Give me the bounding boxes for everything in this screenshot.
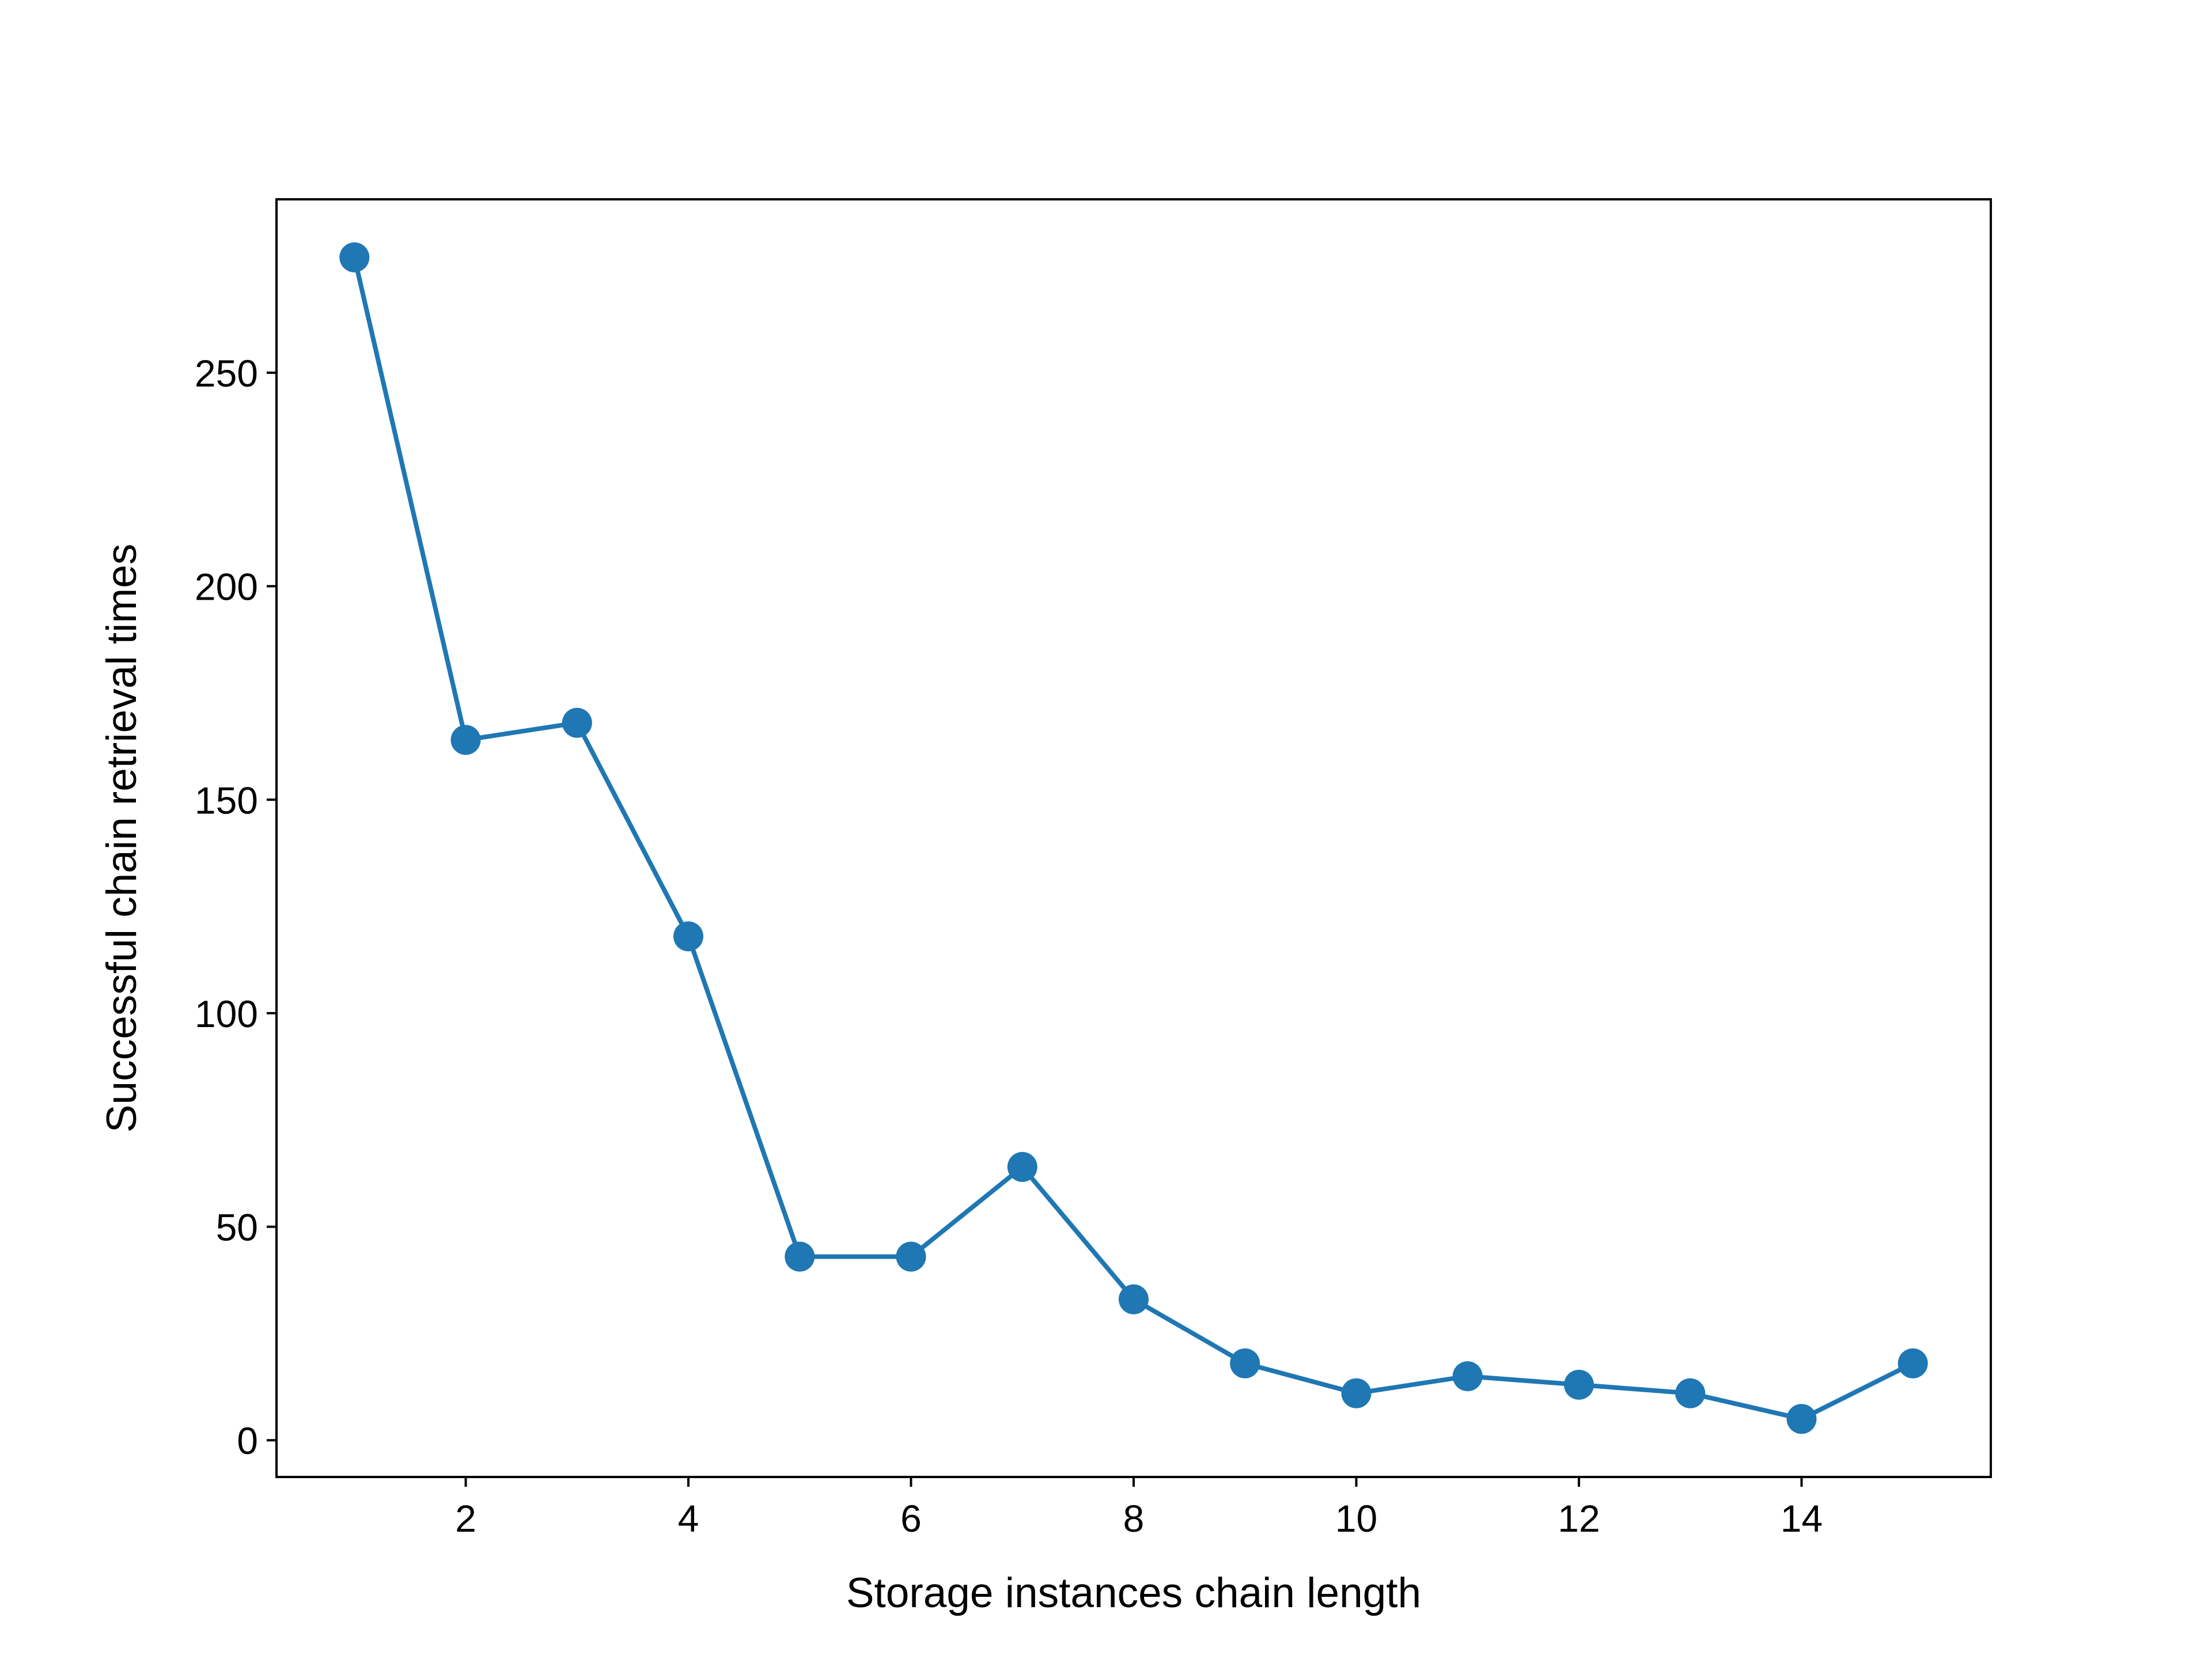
data-point — [1564, 1369, 1594, 1400]
x-tick-label: 8 — [1123, 1497, 1145, 1540]
data-point — [1007, 1152, 1037, 1182]
x-tick-label: 12 — [1558, 1497, 1600, 1540]
y-tick-label: 100 — [195, 993, 258, 1035]
data-point — [673, 921, 703, 952]
y-tick-label: 250 — [195, 352, 258, 395]
data-point — [785, 1241, 815, 1272]
y-tick-label: 0 — [237, 1419, 258, 1462]
y-tick-label: 150 — [195, 779, 258, 821]
data-point — [1675, 1378, 1706, 1408]
x-tick-label: 6 — [900, 1497, 922, 1540]
data-point — [450, 725, 481, 755]
data-point — [1452, 1361, 1483, 1392]
plot-layer — [339, 242, 1928, 1434]
data-point — [1230, 1348, 1260, 1378]
y-axis-label: Successful chain retrieval times — [99, 544, 145, 1132]
data-point — [1341, 1378, 1372, 1408]
x-axis-ticks: 2 4 6 8 10 12 14 — [455, 1477, 1823, 1540]
data-point — [1897, 1348, 1928, 1378]
x-tick-label: 4 — [678, 1497, 699, 1540]
x-tick-label: 2 — [455, 1497, 476, 1540]
data-point — [562, 707, 592, 738]
x-tick-label: 14 — [1781, 1497, 1823, 1540]
x-tick-label: 10 — [1335, 1497, 1377, 1540]
data-point — [339, 242, 370, 272]
y-axis-ticks: 0 50 100 150 200 250 — [195, 352, 276, 1462]
y-tick-label: 50 — [216, 1206, 258, 1249]
data-point — [1786, 1404, 1817, 1434]
x-axis-label: Storage instances chain length — [846, 1570, 1421, 1616]
data-point — [896, 1241, 926, 1272]
data-point — [1119, 1284, 1149, 1315]
y-tick-label: 200 — [195, 566, 258, 608]
